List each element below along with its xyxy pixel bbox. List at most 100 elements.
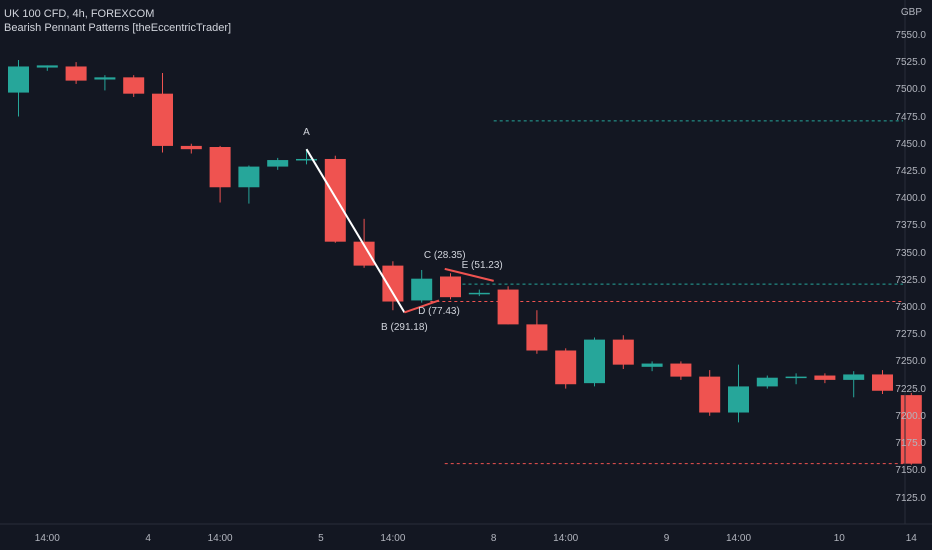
price-tick-label: 7350.0 [895,247,926,259]
pattern-line-leg-a-b [305,148,406,313]
pattern-point-A: A [303,127,310,139]
price-tick-label: 7200.0 [895,410,926,422]
candle[interactable] [641,361,663,372]
candle[interactable] [382,261,404,311]
candle[interactable] [94,75,116,91]
price-tick-label: 7450.0 [895,138,926,150]
time-tick-label: 8 [490,533,497,544]
candle-body [353,241,375,266]
candle[interactable] [670,361,692,380]
price-tick-label: 7150.0 [895,465,926,477]
candle[interactable] [612,335,634,369]
candle-body [900,395,922,464]
candle-body [411,278,433,301]
time-tick-label: 14:00 [34,533,60,544]
candle[interactable] [123,75,145,97]
price-tick-label: 7325.0 [895,274,926,286]
candle-body [843,374,865,380]
candle-body [36,65,58,68]
candle-body [123,77,145,94]
pattern-point-B: B (291.18) [381,322,428,334]
pattern-point-D: D (77.43) [418,306,460,318]
candle-body [584,339,605,384]
price-tick-label: 7400.0 [895,193,926,205]
price-tick-label: 7300.0 [895,302,926,314]
candle[interactable] [152,73,173,153]
candle-body [699,376,721,413]
candle[interactable] [900,392,922,465]
currency-label: GBP [900,7,922,18]
time-tick-label: 14 [905,533,917,544]
candle[interactable] [180,143,202,154]
candle-body [641,363,663,367]
indicator-legend[interactable]: Bearish Pennant Patterns [theEccentricTr… [4,22,232,34]
candle-body [65,66,87,81]
candle-body [382,265,404,302]
candle[interactable] [65,62,87,84]
pattern-layer [305,148,494,314]
candle[interactable] [584,337,605,387]
price-tick-label: 7175.0 [895,438,926,450]
candle-body [267,160,289,167]
price-tick-label: 7475.0 [895,111,926,123]
candle[interactable] [756,375,778,389]
candle[interactable] [36,65,58,71]
candle-body [8,66,29,93]
candle[interactable] [497,286,519,325]
candle[interactable] [267,157,289,170]
candle-body [152,93,173,146]
candle[interactable] [440,273,461,300]
time-tick-label: 14:00 [207,533,233,544]
price-tick-label: 7275.0 [895,329,926,341]
candle-body [756,377,778,387]
candle[interactable] [238,165,260,204]
candle-body [497,289,519,325]
candle[interactable] [814,373,836,384]
candle-body [180,145,202,150]
candle-body [94,77,116,80]
candle[interactable] [785,373,807,385]
symbol-legend[interactable]: UK 100 CFD, 4h, FOREXCOM [4,8,155,20]
candle-body [785,376,807,379]
pattern-line-upper-boundary [444,267,494,282]
candle-body [555,350,577,385]
candle[interactable] [296,149,317,165]
time-tick-label: 10 [833,533,845,544]
price-tick-label: 7250.0 [895,356,926,368]
candle-body [814,375,836,380]
candle-body [728,386,749,413]
candle[interactable] [699,370,721,416]
pattern-point-E: E (51.23) [461,259,503,271]
candle-body [440,276,461,298]
candle-body [238,166,260,188]
price-tick-label: 7125.0 [895,492,926,504]
candle[interactable] [872,370,893,395]
candle[interactable] [728,364,749,423]
candle[interactable] [526,310,548,354]
time-tick-label: 14:00 [725,533,752,544]
time-tick-label: 14:00 [380,533,406,544]
time-tick-label: 14:00 [553,533,579,544]
time-tick-label: 4 [145,533,151,544]
price-tick-label: 7550.0 [895,30,926,41]
candle[interactable] [209,145,231,203]
candle-body [612,339,634,365]
time-tick-label: 9 [663,533,670,544]
candle-body [296,158,317,161]
pattern-point-C: C (28.35) [423,250,466,262]
candle-body [209,147,231,188]
candle-body [324,158,346,242]
candle[interactable] [324,155,346,243]
time-tick-label: 5 [318,533,324,544]
candle-body [670,363,692,377]
candle[interactable] [468,289,490,297]
candle[interactable] [411,269,433,303]
candle-body [526,324,548,351]
candle[interactable] [555,348,577,389]
candles-layer [8,59,922,465]
pattern-line-lower-boundary [404,299,440,314]
candle[interactable] [8,59,29,117]
candle[interactable] [843,371,865,398]
